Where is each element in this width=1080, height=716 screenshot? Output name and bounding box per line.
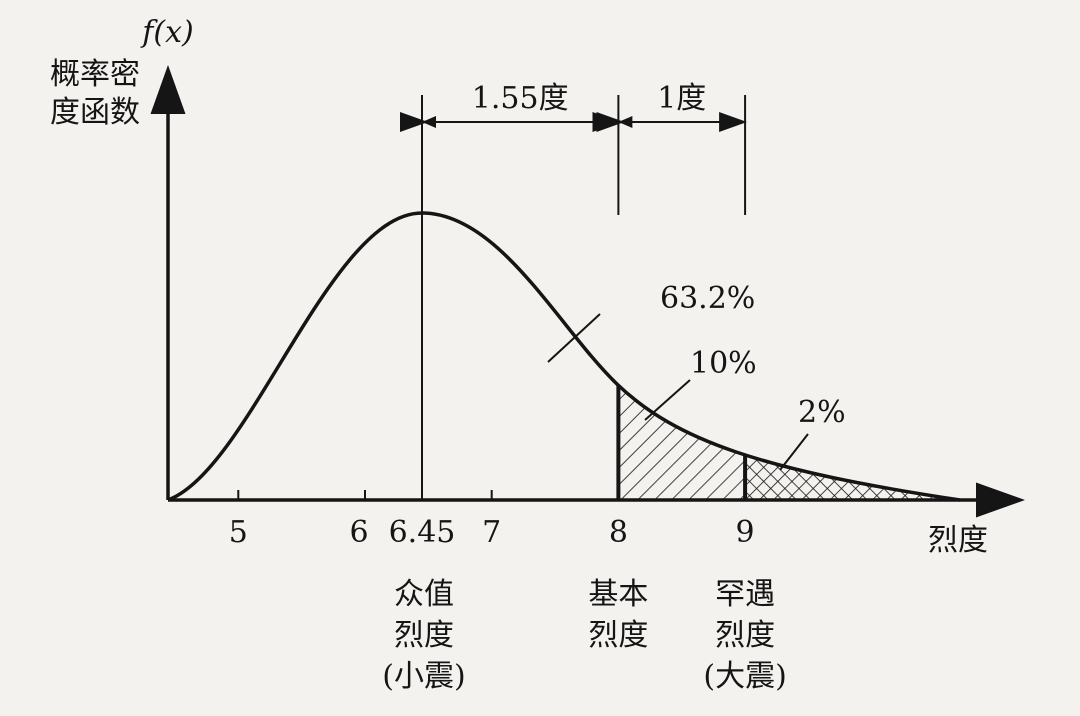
marker-label: (小震) — [382, 659, 465, 694]
region-label: 10% — [690, 346, 757, 381]
marker-label: 众值 — [394, 577, 454, 612]
x-tick-label: 6.45 — [389, 515, 456, 550]
y-label: 度函数 — [50, 95, 140, 130]
marker-label: 烈度 — [715, 618, 775, 653]
leader — [547, 313, 601, 363]
x-tick-label: 5 — [229, 515, 248, 550]
y-symbol: f(x) — [140, 15, 193, 50]
x-tick-label: 6 — [349, 515, 368, 550]
density-curve — [167, 211, 961, 502]
leader — [644, 379, 691, 421]
marker-label: 罕遇 — [715, 577, 775, 612]
span-label: 1.55度 — [472, 81, 569, 116]
marker-label: 烈度 — [394, 618, 454, 653]
leader — [779, 433, 809, 471]
arrow — [618, 116, 633, 128]
region-label: 2% — [798, 395, 846, 430]
x-tick-label: 9 — [736, 515, 755, 550]
marker-label: 基本 — [588, 577, 648, 612]
span-label: 1度 — [657, 81, 706, 116]
marker-label: (大震) — [703, 659, 786, 694]
marker-label: 烈度 — [588, 618, 648, 653]
y-label: 概率密 — [50, 57, 140, 92]
arrow — [422, 116, 436, 128]
x-tick-label: 7 — [482, 515, 501, 550]
x-label: 烈度 — [928, 523, 988, 558]
x-tick-label: 8 — [609, 515, 628, 550]
region-label: 63.2% — [660, 281, 755, 316]
